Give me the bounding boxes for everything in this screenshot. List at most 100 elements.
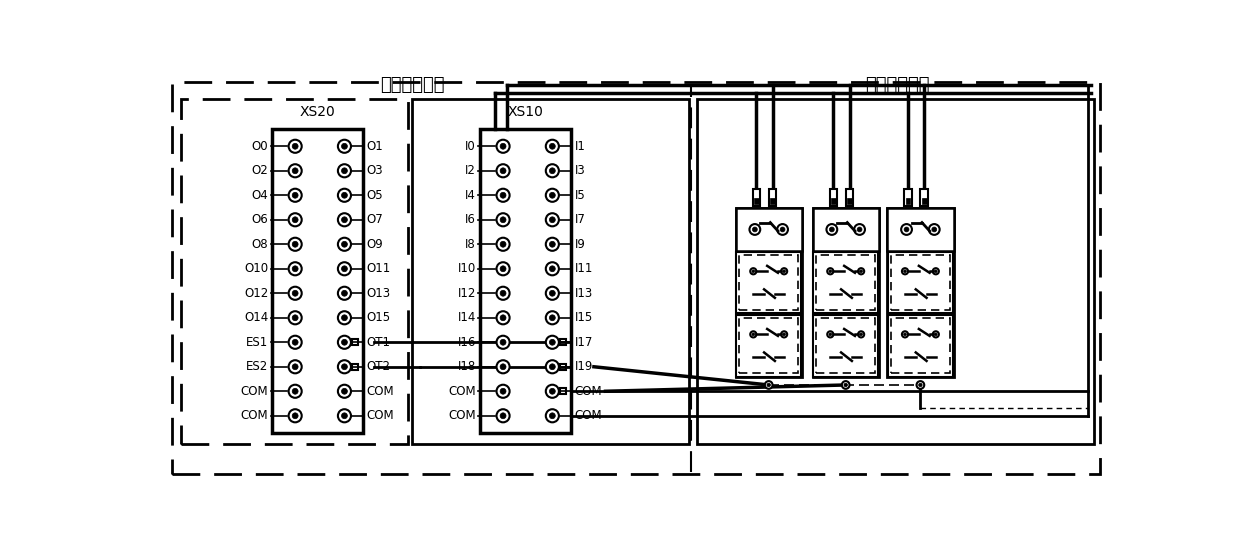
Circle shape xyxy=(858,331,864,338)
Text: O6: O6 xyxy=(252,213,268,227)
Circle shape xyxy=(768,383,770,387)
Circle shape xyxy=(929,224,940,235)
Text: O15: O15 xyxy=(367,311,391,324)
Circle shape xyxy=(549,413,556,418)
Circle shape xyxy=(932,331,939,338)
Circle shape xyxy=(500,315,506,321)
Circle shape xyxy=(293,266,298,272)
Circle shape xyxy=(782,270,785,273)
Text: COM: COM xyxy=(241,385,268,398)
Circle shape xyxy=(782,333,785,336)
Text: I12: I12 xyxy=(458,287,476,300)
Circle shape xyxy=(781,268,787,275)
Circle shape xyxy=(293,339,298,345)
Circle shape xyxy=(549,266,556,272)
Text: O13: O13 xyxy=(367,287,391,300)
Text: I4: I4 xyxy=(465,189,476,202)
Text: COM: COM xyxy=(449,385,476,398)
Bar xyxy=(560,339,567,345)
Circle shape xyxy=(749,224,760,235)
Circle shape xyxy=(546,140,559,153)
Circle shape xyxy=(842,381,849,389)
Circle shape xyxy=(293,241,298,247)
Text: I13: I13 xyxy=(574,287,593,300)
Bar xyxy=(739,318,799,373)
Circle shape xyxy=(500,241,506,247)
Circle shape xyxy=(496,140,510,153)
Circle shape xyxy=(828,270,832,273)
Circle shape xyxy=(549,193,556,198)
Circle shape xyxy=(341,388,347,394)
Circle shape xyxy=(496,360,510,373)
Bar xyxy=(697,99,1095,444)
Text: O12: O12 xyxy=(244,287,268,300)
Circle shape xyxy=(293,193,298,198)
Text: COM: COM xyxy=(241,409,268,422)
Text: O10: O10 xyxy=(244,262,268,275)
Bar xyxy=(753,189,760,206)
Text: I8: I8 xyxy=(465,238,476,251)
Text: I5: I5 xyxy=(574,189,585,202)
Circle shape xyxy=(932,268,939,275)
Circle shape xyxy=(337,213,351,227)
Bar xyxy=(830,189,837,206)
Circle shape xyxy=(549,364,556,370)
Bar xyxy=(904,189,911,206)
Text: I0: I0 xyxy=(465,140,476,153)
Bar xyxy=(754,198,759,204)
Bar xyxy=(892,255,950,310)
Circle shape xyxy=(337,384,351,398)
Circle shape xyxy=(337,262,351,275)
Text: XS10: XS10 xyxy=(507,104,543,118)
Circle shape xyxy=(857,227,862,232)
Text: O2: O2 xyxy=(252,164,268,177)
Text: I3: I3 xyxy=(574,164,585,177)
Text: COM: COM xyxy=(367,409,394,422)
Text: I6: I6 xyxy=(465,213,476,227)
Circle shape xyxy=(844,383,847,387)
Bar xyxy=(888,208,954,377)
Circle shape xyxy=(854,224,866,235)
Circle shape xyxy=(549,339,556,345)
Circle shape xyxy=(293,315,298,321)
Circle shape xyxy=(830,227,835,232)
Text: I11: I11 xyxy=(574,262,593,275)
Circle shape xyxy=(293,168,298,174)
Circle shape xyxy=(916,381,924,389)
Circle shape xyxy=(337,140,351,153)
Circle shape xyxy=(780,227,785,232)
Bar xyxy=(816,255,875,310)
Bar xyxy=(888,315,952,377)
Circle shape xyxy=(546,189,559,202)
Circle shape xyxy=(549,168,556,174)
Text: O14: O14 xyxy=(244,311,268,324)
Circle shape xyxy=(901,331,908,338)
Text: OT1: OT1 xyxy=(367,336,391,349)
Circle shape xyxy=(904,227,909,232)
Circle shape xyxy=(293,388,298,394)
Text: I7: I7 xyxy=(574,213,585,227)
Text: 行程开关模块: 行程开关模块 xyxy=(866,76,930,94)
Circle shape xyxy=(765,381,773,389)
Circle shape xyxy=(289,213,301,227)
Circle shape xyxy=(337,409,351,422)
Circle shape xyxy=(901,268,908,275)
Circle shape xyxy=(827,331,833,338)
Bar xyxy=(735,208,802,377)
Text: COM: COM xyxy=(449,409,476,422)
Bar xyxy=(737,315,801,377)
Text: COM: COM xyxy=(367,385,394,398)
Circle shape xyxy=(549,290,556,296)
Circle shape xyxy=(337,189,351,202)
Bar xyxy=(831,198,836,204)
Circle shape xyxy=(546,311,559,324)
Circle shape xyxy=(496,238,510,251)
Bar xyxy=(769,189,776,206)
Circle shape xyxy=(496,336,510,349)
Text: O11: O11 xyxy=(367,262,391,275)
Circle shape xyxy=(904,333,906,336)
Text: 数控装置模块: 数控装置模块 xyxy=(379,76,444,94)
Circle shape xyxy=(341,193,347,198)
Circle shape xyxy=(293,217,298,223)
Circle shape xyxy=(341,217,347,223)
